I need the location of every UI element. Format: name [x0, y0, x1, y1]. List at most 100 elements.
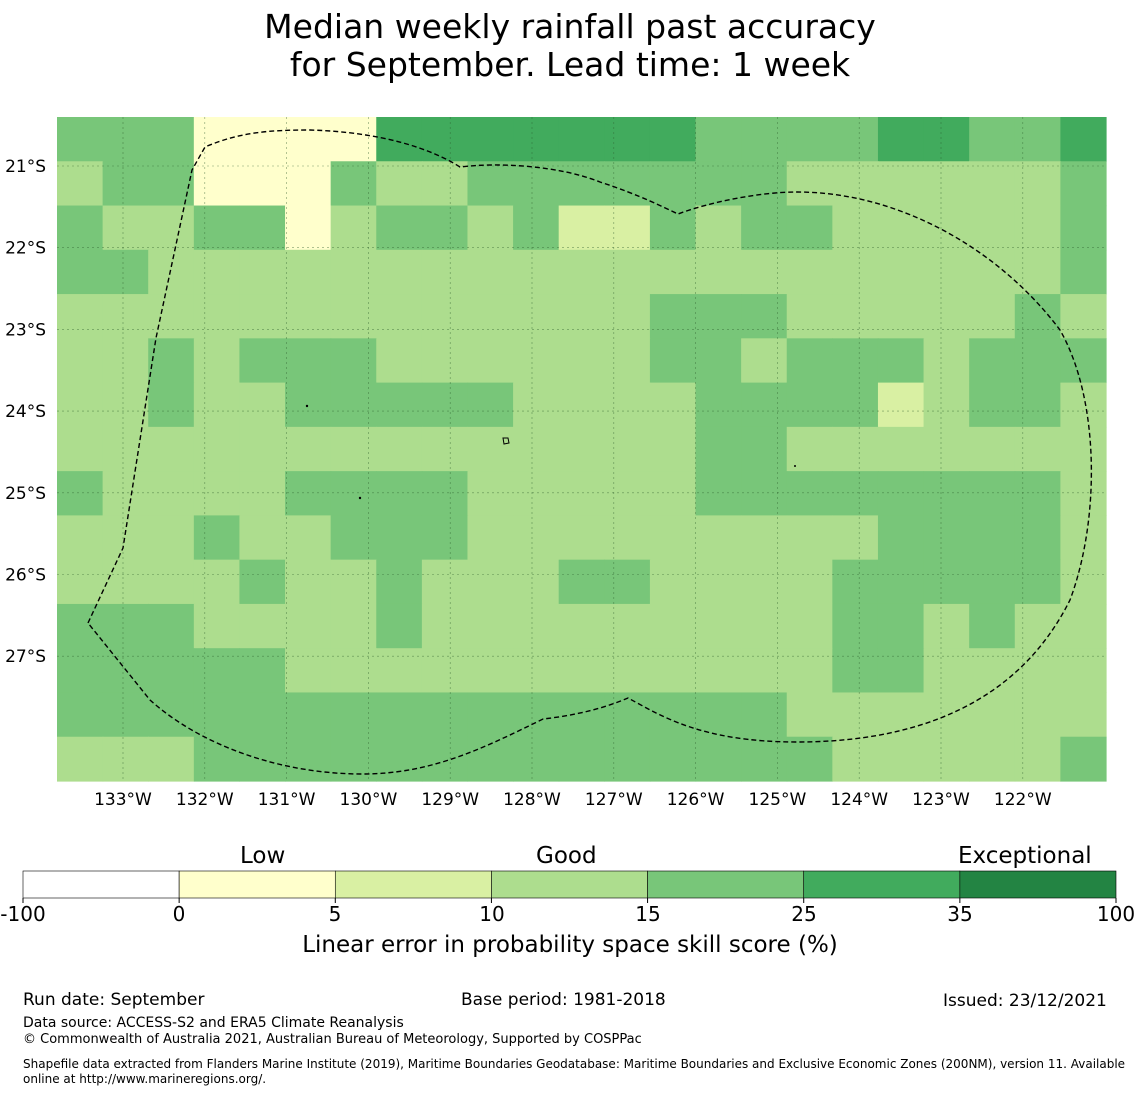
- longitude-labels: 133°W 132°W 131°W 130°W 129°W 128°W 127°W 126°W…: [94, 790, 1052, 810]
- skill-cell: [1014, 205, 1061, 251]
- skill-cell: [604, 205, 651, 251]
- longitude-label: 131°W: [258, 790, 316, 810]
- skill-cell: [741, 515, 788, 561]
- skill-cell: [923, 249, 970, 295]
- colorbar-title: Linear error in probability space skill …: [302, 932, 838, 958]
- skill-cell: [330, 426, 377, 472]
- skill-cell: [786, 338, 833, 384]
- skill-cell: [57, 648, 104, 694]
- skill-cell: [376, 382, 423, 428]
- skill-cell: [604, 471, 651, 516]
- skill-cell: [148, 382, 195, 428]
- longitude-label: 124°W: [830, 790, 888, 810]
- skill-cell: [102, 559, 149, 605]
- skill-cell: [832, 205, 879, 251]
- skill-cell: [786, 559, 833, 605]
- skill-cell: [421, 382, 469, 428]
- island-outline: [502, 437, 510, 445]
- skill-cell: [649, 692, 697, 738]
- skill-cell: [193, 249, 241, 295]
- skill-cell: [604, 338, 651, 384]
- skill-cell: [877, 648, 925, 694]
- skill-cell: [148, 249, 195, 295]
- skill-cell: [1060, 603, 1107, 649]
- legend-category-low: Low: [240, 843, 286, 869]
- skill-cell: [421, 161, 469, 207]
- skill-cell: [877, 382, 925, 428]
- colorbar-tick-label: 25: [791, 902, 817, 926]
- skill-cell: [467, 205, 514, 251]
- skill-cell: [193, 648, 241, 694]
- skill-cell: [421, 117, 469, 162]
- skill-cell: [421, 205, 469, 251]
- skill-cell: [148, 161, 195, 207]
- skill-cell: [239, 249, 286, 295]
- longitude-label: 133°W: [94, 790, 152, 810]
- skill-cell: [741, 559, 788, 605]
- skill-cell: [558, 648, 605, 694]
- skill-cell: [1060, 205, 1107, 251]
- skill-cell: [786, 117, 833, 162]
- skill-cell: [102, 338, 149, 384]
- skill-cell: [421, 426, 469, 472]
- skill-cell: [285, 559, 332, 605]
- skill-cell: [1060, 294, 1107, 339]
- skill-cell: [102, 515, 149, 561]
- skill-cell: [102, 382, 149, 428]
- skill-cell: [786, 426, 833, 472]
- skill-cell: [695, 205, 742, 251]
- skill-cell: [969, 338, 1016, 384]
- skill-cell: [330, 603, 377, 649]
- skill-cell: [695, 736, 742, 782]
- skill-cell: [604, 294, 651, 339]
- skill-cell: [786, 603, 833, 649]
- skill-cell: [695, 559, 742, 605]
- skill-cell: [193, 161, 241, 207]
- skill-cell: [923, 382, 970, 428]
- skill-cell: [285, 117, 332, 162]
- skill-cell: [832, 426, 879, 472]
- skill-cell: [376, 515, 423, 561]
- skill-cell: [513, 294, 560, 339]
- skill-cell: [695, 382, 742, 428]
- skill-cell: [649, 338, 697, 384]
- latitude-label: 22°S: [5, 239, 46, 259]
- skill-cell: [969, 426, 1016, 472]
- skill-cell: [57, 559, 104, 605]
- skill-cell: [285, 515, 332, 561]
- skill-cell: [148, 205, 195, 251]
- skill-cell: [513, 161, 560, 207]
- skill-cell: [57, 382, 104, 428]
- skill-cell: [695, 161, 742, 207]
- skill-cell: [558, 294, 605, 339]
- longitude-label: 125°W: [749, 790, 807, 810]
- skill-cell: [1060, 249, 1107, 295]
- skill-cell: [786, 648, 833, 694]
- skill-cell: [558, 471, 605, 516]
- skill-cell: [376, 338, 423, 384]
- skill-cell: [193, 205, 241, 251]
- legend-category-good: Good: [536, 843, 597, 869]
- copyright-notice: © Commonwealth of Australia 2021, Austra…: [23, 1032, 642, 1047]
- skill-cell: [467, 249, 514, 295]
- skill-cell: [1014, 648, 1061, 694]
- skill-cell: [786, 161, 833, 207]
- skill-cell: [1014, 471, 1061, 516]
- skill-cell: [467, 294, 514, 339]
- skill-cell: [330, 515, 377, 561]
- island-dot: [305, 404, 309, 408]
- skill-cell: [193, 471, 241, 516]
- skill-cell: [102, 692, 149, 738]
- skill-cell: [1060, 648, 1107, 694]
- skill-cell: [877, 294, 925, 339]
- colorbar-tick-label: 100: [1096, 902, 1136, 926]
- colorbar-segment: [647, 870, 805, 899]
- skill-cell: [467, 161, 514, 207]
- colorbar-tick-label: 15: [635, 902, 661, 926]
- skill-cell: [148, 648, 195, 694]
- skill-cell: [193, 692, 241, 738]
- skill-cell: [57, 249, 104, 295]
- skill-cell: [148, 294, 195, 339]
- skill-cell: [786, 692, 833, 738]
- skill-cell: [1014, 515, 1061, 561]
